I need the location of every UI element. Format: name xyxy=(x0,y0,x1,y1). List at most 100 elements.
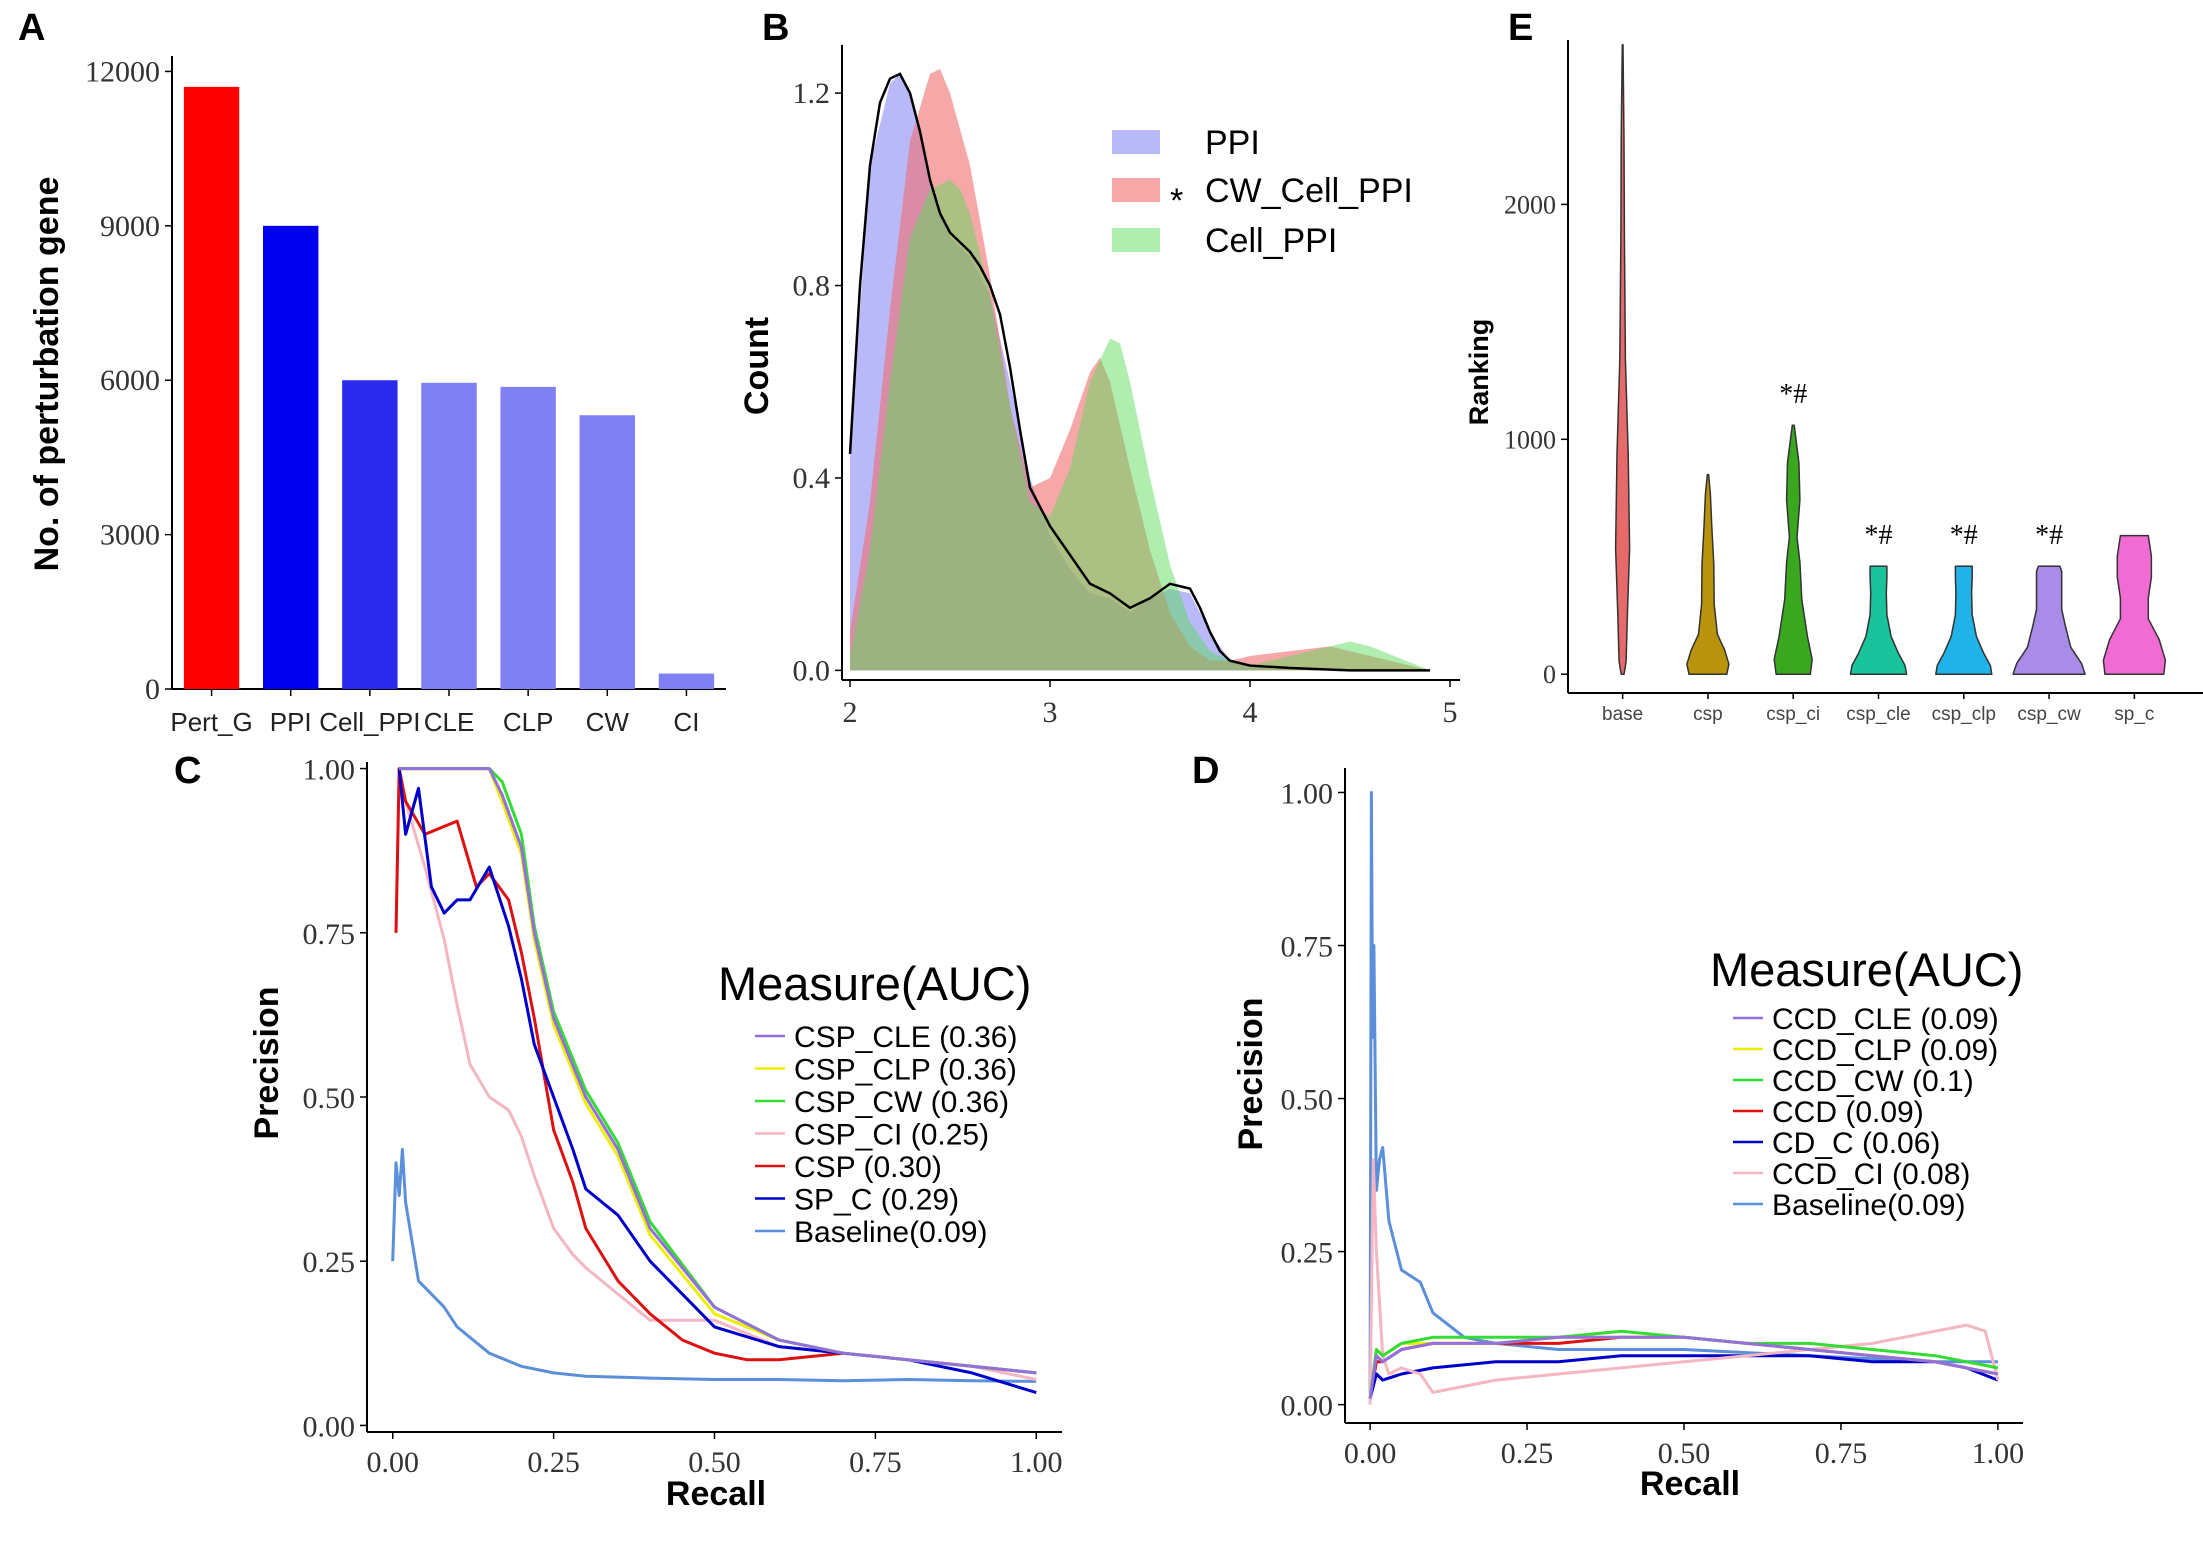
chart-a-ylabel: No. of perturbation gene xyxy=(28,177,66,572)
chart-d: Recall Precision 0.00 0.25 0.50 0.75 1.00 0.… xyxy=(1232,768,2024,1503)
panel-label-d: D xyxy=(1192,750,1219,792)
chart-c-legend-title: Measure(AUC) xyxy=(718,957,1031,1010)
chart-c-ylabel: Precision xyxy=(248,986,286,1139)
chart-b-legend-label: Cell_PPI xyxy=(1205,222,1337,260)
chart-e-ylabel: Ranking xyxy=(1464,319,1494,426)
chart-c-x-tick-label: 1.00 xyxy=(1010,1446,1063,1479)
chart-e-significance-label: *# xyxy=(1779,379,1807,410)
chart-d-line-2 xyxy=(1368,1329,1999,1399)
chart-c-legend-label: CSP_CI (0.25) xyxy=(794,1119,989,1152)
chart-b-density-line xyxy=(848,72,1430,672)
chart-b-legend-marker: * xyxy=(1170,182,1183,220)
chart-d-y-tick-label: 0.75 xyxy=(1281,931,1334,964)
chart-a-y-tick-label: 9000 xyxy=(100,210,160,243)
chart-d-legend-title: Measure(AUC) xyxy=(1710,943,2023,996)
chart-e-violin-csp-cle xyxy=(1849,565,1908,675)
chart-d-y-tick-label: 1.00 xyxy=(1281,777,1334,810)
chart-d-y-tick-label: 0.50 xyxy=(1281,1084,1334,1117)
chart-b-y-tick-label: 0.4 xyxy=(793,462,831,495)
chart-d-line-4 xyxy=(1368,1354,1999,1399)
chart-e: Ranking 0 1000 2000 base csp csp_ci csp_cle cs… xyxy=(1464,40,2203,725)
chart-a-x-tick-label: CLE xyxy=(424,707,475,737)
chart-d-line-6 xyxy=(1368,791,1998,1393)
chart-b-legend-label: PPI xyxy=(1205,124,1260,162)
chart-e-x-tick-label: csp_ci xyxy=(1766,704,1820,725)
chart-e-x-tick-label: csp_cw xyxy=(2017,704,2081,725)
chart-a-y-tick-label: 6000 xyxy=(100,364,160,397)
chart-a-x-tick-label: CI xyxy=(673,707,699,737)
chart-d-line-1 xyxy=(1368,1335,1999,1399)
chart-b-area-cell-ppi xyxy=(850,179,1430,671)
chart-b-y-tick-label: 0.0 xyxy=(793,654,831,687)
chart-d-y-tick-label: 0.00 xyxy=(1281,1390,1334,1423)
chart-e-x-tick-label: sp_c xyxy=(2114,704,2154,725)
panel-label-c: C xyxy=(174,750,201,792)
chart-b-x-tick-label: 5 xyxy=(1443,696,1458,729)
chart-c-line-5 xyxy=(397,768,1037,1395)
chart-c-line-6 xyxy=(391,1148,1037,1383)
chart-d-legend-label: CCD (0.09) xyxy=(1772,1096,1924,1129)
chart-b-y-tick-label: 1.2 xyxy=(793,77,831,110)
chart-b: Count 0.0 0.4 0.8 1.2 2 3 4 5 PPI CW_Cell_PPI Ce… xyxy=(738,45,1460,729)
chart-e-significance-label: *# xyxy=(1865,520,1893,551)
chart-a-bar-clp xyxy=(500,386,556,689)
chart-c-y-tick-label: 0.50 xyxy=(303,1082,356,1115)
chart-d-legend-label: CCD_CLP (0.09) xyxy=(1772,1034,1998,1067)
chart-a-bar-pert-g xyxy=(183,86,240,689)
chart-e-y-tick-label: 2000 xyxy=(1504,190,1556,219)
chart-c-legend-label: CSP_CLP (0.36) xyxy=(794,1054,1017,1087)
chart-d-legend-label: CCD_CLE (0.09) xyxy=(1772,1003,1999,1036)
chart-d-legend-label: CCD_CW (0.1) xyxy=(1772,1065,1974,1098)
chart-c-x-tick-label: 0.75 xyxy=(849,1446,902,1479)
chart-a-bar-ppi xyxy=(263,225,319,689)
chart-a-x-tick-label: CLP xyxy=(503,707,554,737)
chart-e-x-tick-label: csp xyxy=(1693,704,1723,725)
chart-c-legend-label: CSP (0.30) xyxy=(794,1151,942,1184)
chart-c-xlabel: Recall xyxy=(666,1475,766,1513)
chart-d-xlabel: Recall xyxy=(1640,1465,1740,1503)
chart-c-y-tick-label: 1.00 xyxy=(303,754,356,787)
chart-e-significance-label: *# xyxy=(2035,520,2063,551)
chart-d-x-tick-label: 0.50 xyxy=(1658,1437,1711,1470)
chart-b-legend-swatch xyxy=(1112,178,1160,202)
chart-e-x-tick-label: csp_cle xyxy=(1846,704,1910,725)
chart-c-line-4 xyxy=(394,767,1037,1375)
chart-e-x-tick-label: base xyxy=(1602,704,1643,725)
chart-c-legend-label: CSP_CLE (0.36) xyxy=(794,1021,1017,1054)
chart-c-legend-label: SP_C (0.29) xyxy=(794,1184,959,1217)
chart-a-x-tick-label: PPI xyxy=(270,707,312,737)
chart-e-violin-csp-cw xyxy=(2012,565,2086,675)
chart-b-x-tick-label: 4 xyxy=(1243,696,1258,729)
chart-a-bar-cell-ppi xyxy=(342,380,398,689)
chart-b-x-tick-label: 3 xyxy=(1043,696,1058,729)
chart-b-legend-label: CW_Cell_PPI xyxy=(1205,172,1413,210)
panel-label-a: A xyxy=(18,7,45,49)
chart-d-y-tick-label: 0.25 xyxy=(1281,1237,1334,1270)
chart-d-line-3 xyxy=(1368,1335,1999,1399)
chart-e-x-tick-label: csp_clp xyxy=(1932,704,1996,725)
chart-a-bar-cw xyxy=(579,415,635,689)
chart-c-y-tick-label: 0.75 xyxy=(303,918,356,951)
chart-a-x-tick-label: Cell_PPI xyxy=(319,707,420,737)
chart-c: Recall Precision 0.00 0.25 0.50 0.75 1.00 0.… xyxy=(248,754,1063,1513)
panel-label-e: E xyxy=(1508,7,1533,49)
chart-e-significance-label: *# xyxy=(1950,520,1978,551)
chart-c-x-tick-label: 0.00 xyxy=(366,1446,419,1479)
chart-d-x-tick-label: 0.75 xyxy=(1815,1437,1868,1470)
chart-a-y-tick-label: 0 xyxy=(145,673,160,706)
chart-c-y-tick-label: 0.25 xyxy=(303,1246,356,1279)
chart-a-x-tick-label: Pert_G xyxy=(170,707,252,737)
chart-d-ylabel: Precision xyxy=(1232,997,1270,1150)
chart-c-line-0 xyxy=(399,767,1037,1375)
chart-e-violin-sp-c xyxy=(2102,534,2167,675)
chart-e-y-tick-label: 0 xyxy=(1543,660,1556,689)
chart-b-x-tick-label: 2 xyxy=(843,696,858,729)
chart-d-line-0 xyxy=(1368,1335,1999,1399)
chart-d-legend-label: Baseline(0.09) xyxy=(1772,1189,1965,1222)
chart-d-legend-label: CCD_CI (0.08) xyxy=(1772,1158,1970,1191)
chart-c-x-tick-label: 0.50 xyxy=(688,1446,741,1479)
chart-c-x-tick-label: 0.25 xyxy=(527,1446,580,1479)
chart-a-y-tick-label: 3000 xyxy=(100,519,160,552)
chart-c-legend-label: Baseline(0.09) xyxy=(794,1216,987,1249)
